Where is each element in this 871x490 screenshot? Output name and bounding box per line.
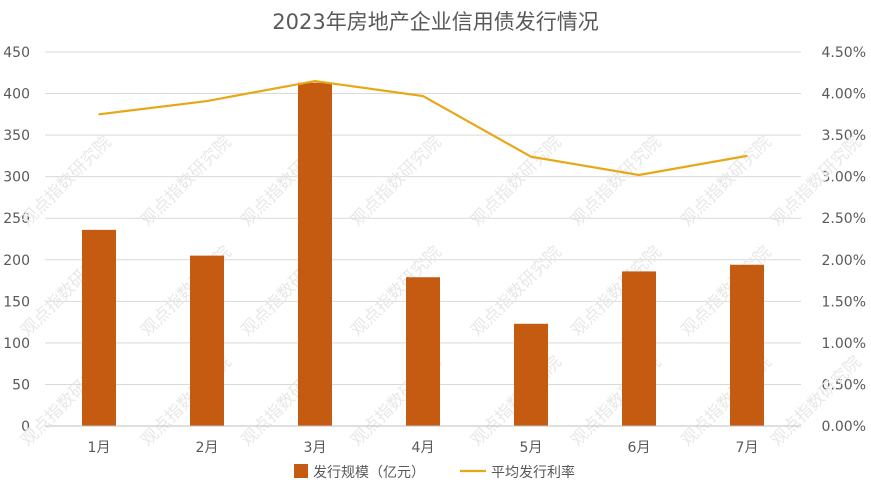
line-point [530,155,532,158]
left-tick-label: 250 [3,211,30,227]
legend-bar-swatch [294,464,308,478]
bar [622,271,656,426]
x-tick-label: 5月 [520,440,543,456]
legend-bar-label: 发行规模（亿元） [313,465,425,481]
right-tick-label: 0.50% [822,377,866,393]
right-tick-label: 2.50% [822,211,866,227]
left-tick-label: 50 [12,377,30,393]
line-point [638,174,640,176]
watermark-text: 观点指数研究院 [17,132,115,230]
bar [190,255,224,426]
x-tick-label: 6月 [628,440,651,456]
right-tick-label: 4.50% [822,45,866,61]
legend-line-label: 平均发行利率 [491,464,575,481]
line-point [746,155,748,157]
line-point [422,95,424,97]
left-tick-label: 150 [3,294,30,310]
watermark-text: 观点指数研究院 [467,132,565,230]
left-tick-label: 100 [3,336,30,352]
right-tick-label: 4.00% [822,87,866,103]
watermark-text: 观点指数研究院 [567,132,665,230]
left-tick-label: 0 [21,419,30,435]
left-tick-label: 350 [3,128,30,144]
x-tick-label: 4月 [412,440,435,456]
watermark-text: 观点指数研究院 [767,352,865,450]
bar [298,82,332,427]
right-tick-label: 1.50% [822,294,866,310]
watermark-text: 观点指数研究院 [347,132,445,230]
right-tick-label: 3.00% [822,170,866,186]
right-tick-label: 3.50% [822,128,866,144]
bar [514,323,548,426]
watermark-text: 观点指数研究院 [137,132,235,230]
x-tick-label: 2月 [196,440,219,456]
right-tick-label: 1.00% [822,336,866,352]
left-tick-label: 450 [3,45,30,61]
x-tick-label: 1月 [88,440,111,456]
chart-title: 2023年房地产企业信用债发行情况 [272,10,599,34]
line-point [98,113,100,116]
right-tick-label: 0.00% [822,419,866,435]
right-tick-label: 2.00% [822,253,866,269]
bar [406,277,440,426]
line-point [314,80,316,82]
left-tick-label: 300 [3,170,30,186]
watermark-text: 观点指数研究院 [677,132,775,230]
bar [82,229,116,426]
bar [730,264,764,426]
left-tick-label: 400 [3,87,30,103]
line-point [206,100,208,102]
x-tick-label: 3月 [304,440,327,456]
left-tick-label: 200 [3,253,30,269]
x-tick-label: 7月 [736,440,759,456]
